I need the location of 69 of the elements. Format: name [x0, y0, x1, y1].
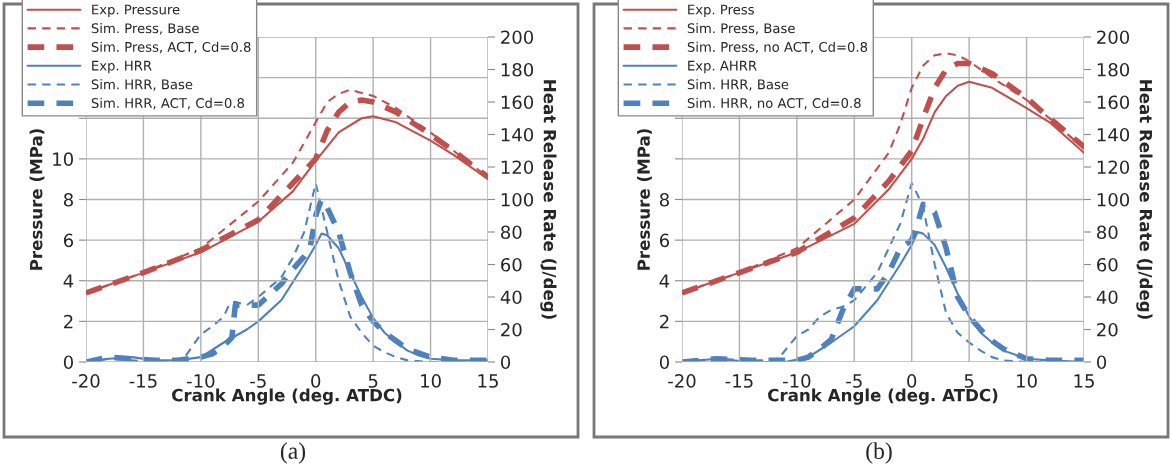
y2-tick-label: 100: [1097, 192, 1130, 207]
y-tick-label: 6: [659, 233, 670, 248]
legend-label: Sim. HRR, ACT, Cd=0.8: [91, 97, 245, 110]
y2-tick-label: 0: [1097, 355, 1107, 370]
y2-tick-label: 180: [501, 62, 534, 77]
x-tick-label: 10: [1017, 374, 1037, 388]
y-tick-label: 6: [63, 233, 74, 248]
legend-label: Sim. Press, no ACT, Cd=0.8: [687, 41, 868, 54]
legend-label: Exp. Pressure: [92, 4, 180, 18]
y-tick-label: 2: [64, 314, 73, 329]
x-tick-label: 0: [311, 374, 321, 388]
y-tick-label: 10: [53, 152, 73, 166]
legend-label: Sim. HRR, Base: [91, 79, 193, 91]
x-tick-label: 5: [368, 374, 378, 388]
y2-tick-label: 120: [1097, 160, 1130, 175]
x-tick-label: -15: [129, 374, 157, 388]
text: (b): [866, 442, 892, 464]
y2-axis-title: Heat Release Rate (J/deg): [540, 80, 557, 319]
x-axis-title: Crank Angle (deg. ATDC): [172, 388, 402, 405]
y2-tick-label: 160: [1097, 95, 1130, 110]
y2-tick-label: 180: [1097, 62, 1130, 77]
legend-label: Sim. Press, ACT, Cd=0.8: [91, 41, 251, 54]
y2-tick-label: 80: [1097, 225, 1118, 240]
y2-tick-label: 100: [501, 192, 534, 207]
x-axis-title: Crank Angle (deg. ATDC): [768, 388, 998, 405]
legend-label: Sim. Press, Base: [91, 23, 199, 35]
x-tick-label: 0: [907, 374, 917, 388]
x-tick-label: -10: [783, 374, 811, 388]
y2-tick-label: 40: [1096, 290, 1118, 305]
y-tick-label: 4: [659, 274, 670, 288]
y-axis-title: Pressure (MPa): [29, 129, 45, 270]
y2-tick-label: 20: [1097, 322, 1118, 337]
y-axis-title: Pressure (MPa): [637, 129, 652, 270]
y2-tick-label: 60: [1097, 257, 1118, 272]
y2-tick-label: 140: [1097, 127, 1130, 142]
y-tick-label: 0: [63, 355, 73, 370]
text: (a): [280, 442, 306, 464]
y-tick-label: 0: [659, 355, 669, 370]
x-tick-label: -20: [668, 374, 696, 388]
y-tick-label: 4: [63, 274, 74, 288]
y2-tick-label: 0: [501, 355, 511, 370]
x-tick-label: 15: [1074, 374, 1094, 388]
legend-label: Sim. Press, Base: [687, 23, 795, 35]
x-tick-label: -15: [725, 374, 753, 388]
legend-label: Sim. HRR, no ACT, Cd=0.8: [687, 97, 861, 110]
y2-tick-label: 60: [501, 257, 522, 272]
legend-label: Exp. Press: [688, 4, 754, 18]
y-tick-label: 8: [63, 192, 73, 207]
y2-tick-label: 80: [501, 225, 522, 240]
y-tick-label: 2: [660, 314, 669, 329]
legend-label: Exp. AHRR: [688, 60, 757, 74]
y2-tick-label: 120: [501, 160, 534, 175]
y2-tick-label: 140: [501, 127, 534, 142]
y2-tick-label: 40: [500, 290, 522, 305]
y2-tick-label: 160: [501, 95, 534, 110]
x-tick-label: -10: [187, 374, 215, 388]
y2-tick-label: 200: [501, 30, 534, 45]
x-tick-label: 5: [964, 374, 974, 388]
legend-label: Sim. HRR, Base: [687, 79, 789, 91]
y2-axis-title: Heat Release Rate (J/deg): [1136, 80, 1153, 319]
legend-label: Exp. HRR: [92, 60, 152, 74]
y2-tick-label: 20: [501, 322, 522, 337]
x-tick-label: 10: [421, 374, 441, 388]
x-tick-label: -5: [250, 374, 266, 388]
y2-tick-label: 200: [1097, 30, 1130, 45]
x-tick-label: -20: [72, 374, 100, 388]
x-tick-label: -5: [846, 374, 862, 388]
x-tick-label: 15: [478, 374, 498, 388]
y-tick-label: 8: [659, 192, 669, 207]
